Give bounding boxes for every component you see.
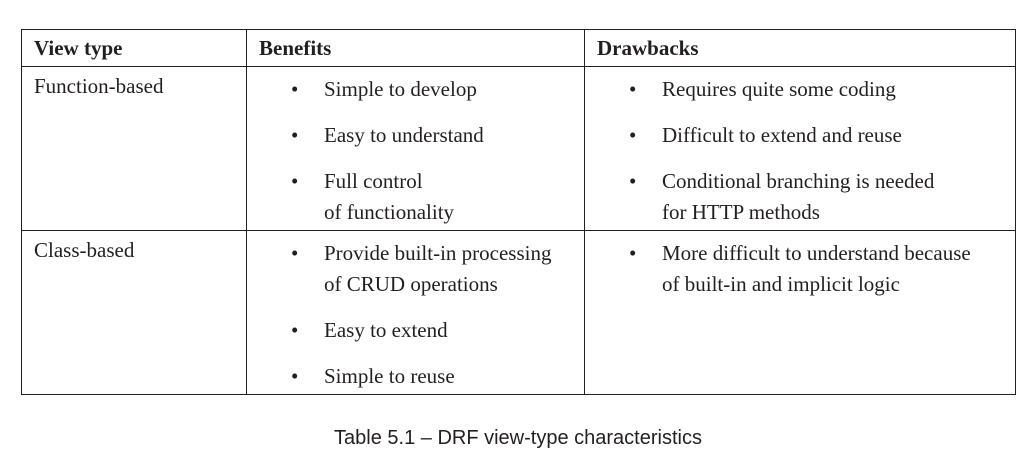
view-type-cell: Function-based [22, 67, 247, 231]
benefits-cell: • Simple to develop • Easy to understand •… [247, 67, 585, 231]
drawbacks-list: • Requires quite some coding • Difficult t… [585, 67, 1015, 228]
list-item-text: Conditional branching is needed for HTTP… [662, 169, 934, 224]
list-item: • Conditional branching is needed for HTT… [585, 166, 1015, 228]
bullet-icon: • [629, 74, 636, 105]
drawbacks-cell: • More difficult to understand because of… [585, 231, 1016, 395]
drawbacks-list: • More difficult to understand because of… [585, 231, 1015, 300]
view-type-table: View type Benefits Drawbacks Function-ba… [21, 29, 1016, 395]
list-item-text: Simple to develop [324, 77, 477, 101]
bullet-icon: • [629, 120, 636, 151]
table-row: Class-based • Provide built-in processing… [22, 231, 1016, 395]
list-item-text: Easy to understand [324, 123, 484, 147]
table-row: Function-based • Simple to develop • Easy … [22, 67, 1016, 231]
benefits-list: • Simple to develop • Easy to understand •… [247, 67, 584, 228]
bullet-icon: • [291, 166, 298, 197]
drawbacks-cell: • Requires quite some coding • Difficult t… [585, 67, 1016, 231]
list-item-text: Simple to reuse [324, 364, 455, 388]
list-item: • Difficult to extend and reuse [585, 120, 1015, 151]
list-item: • Simple to develop [247, 74, 584, 105]
list-item-text: More difficult to understand because of … [662, 241, 971, 296]
list-item-text: Provide built-in processing of CRUD oper… [324, 241, 551, 296]
bullet-icon: • [291, 238, 298, 269]
table-header-row: View type Benefits Drawbacks [22, 30, 1016, 67]
bullet-icon: • [629, 166, 636, 197]
list-item-text: Difficult to extend and reuse [662, 123, 902, 147]
list-item: • Simple to reuse [247, 361, 584, 392]
bullet-icon: • [291, 74, 298, 105]
list-item: • Full control of functionality [247, 166, 584, 228]
benefits-cell: • Provide built-in processing of CRUD ope… [247, 231, 585, 395]
list-item: • Easy to understand [247, 120, 584, 151]
bullet-icon: • [291, 120, 298, 151]
list-item: • Requires quite some coding [585, 74, 1015, 105]
list-item-text: Easy to extend [324, 318, 448, 342]
list-item: • Provide built-in processing of CRUD ope… [247, 238, 584, 300]
list-item-text: Full control of functionality [324, 169, 454, 224]
header-benefits: Benefits [247, 30, 585, 67]
header-view-type: View type [22, 30, 247, 67]
view-type-cell: Class-based [22, 231, 247, 395]
bullet-icon: • [291, 315, 298, 346]
header-drawbacks: Drawbacks [585, 30, 1016, 67]
bullet-icon: • [291, 361, 298, 392]
list-item: • More difficult to understand because of… [585, 238, 1015, 300]
list-item-text: Requires quite some coding [662, 77, 896, 101]
benefits-list: • Provide built-in processing of CRUD ope… [247, 231, 584, 392]
table-caption: Table 5.1 – DRF view-type characteristic… [0, 427, 1036, 450]
list-item: • Easy to extend [247, 315, 584, 346]
bullet-icon: • [629, 238, 636, 269]
